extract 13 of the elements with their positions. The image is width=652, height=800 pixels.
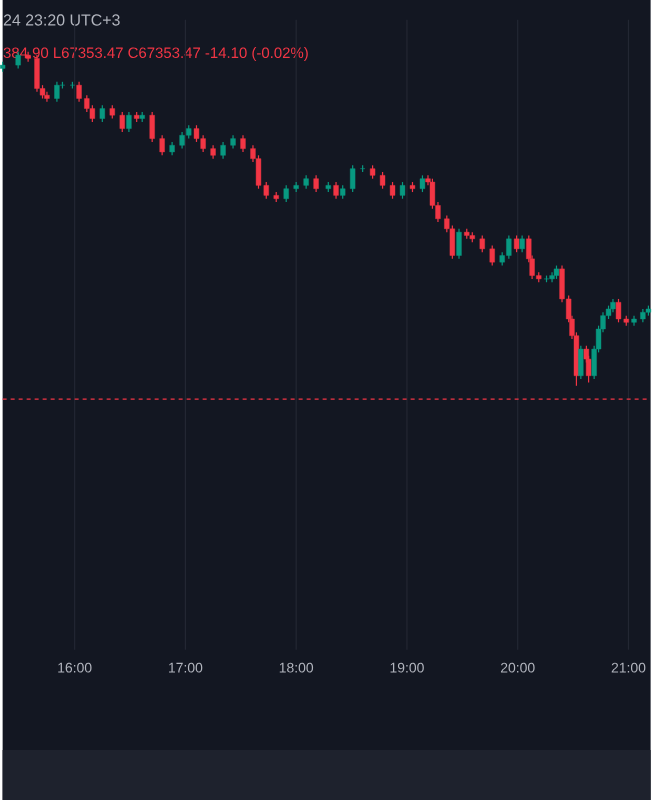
- candlestick: [125, 111, 132, 133]
- candlestick: [76, 81, 82, 103]
- candlestick: [159, 134, 165, 156]
- candlestick: [505, 234, 512, 260]
- candlestick: [149, 111, 155, 143]
- candlestick: [456, 228, 462, 260]
- candlestick: [577, 345, 584, 380]
- candlestick: [489, 244, 495, 267]
- candlestick: [44, 91, 50, 103]
- candlestick: [349, 164, 356, 193]
- candlestick: [119, 111, 125, 133]
- candlestick: [615, 298, 621, 323]
- candlestick: [53, 81, 60, 103]
